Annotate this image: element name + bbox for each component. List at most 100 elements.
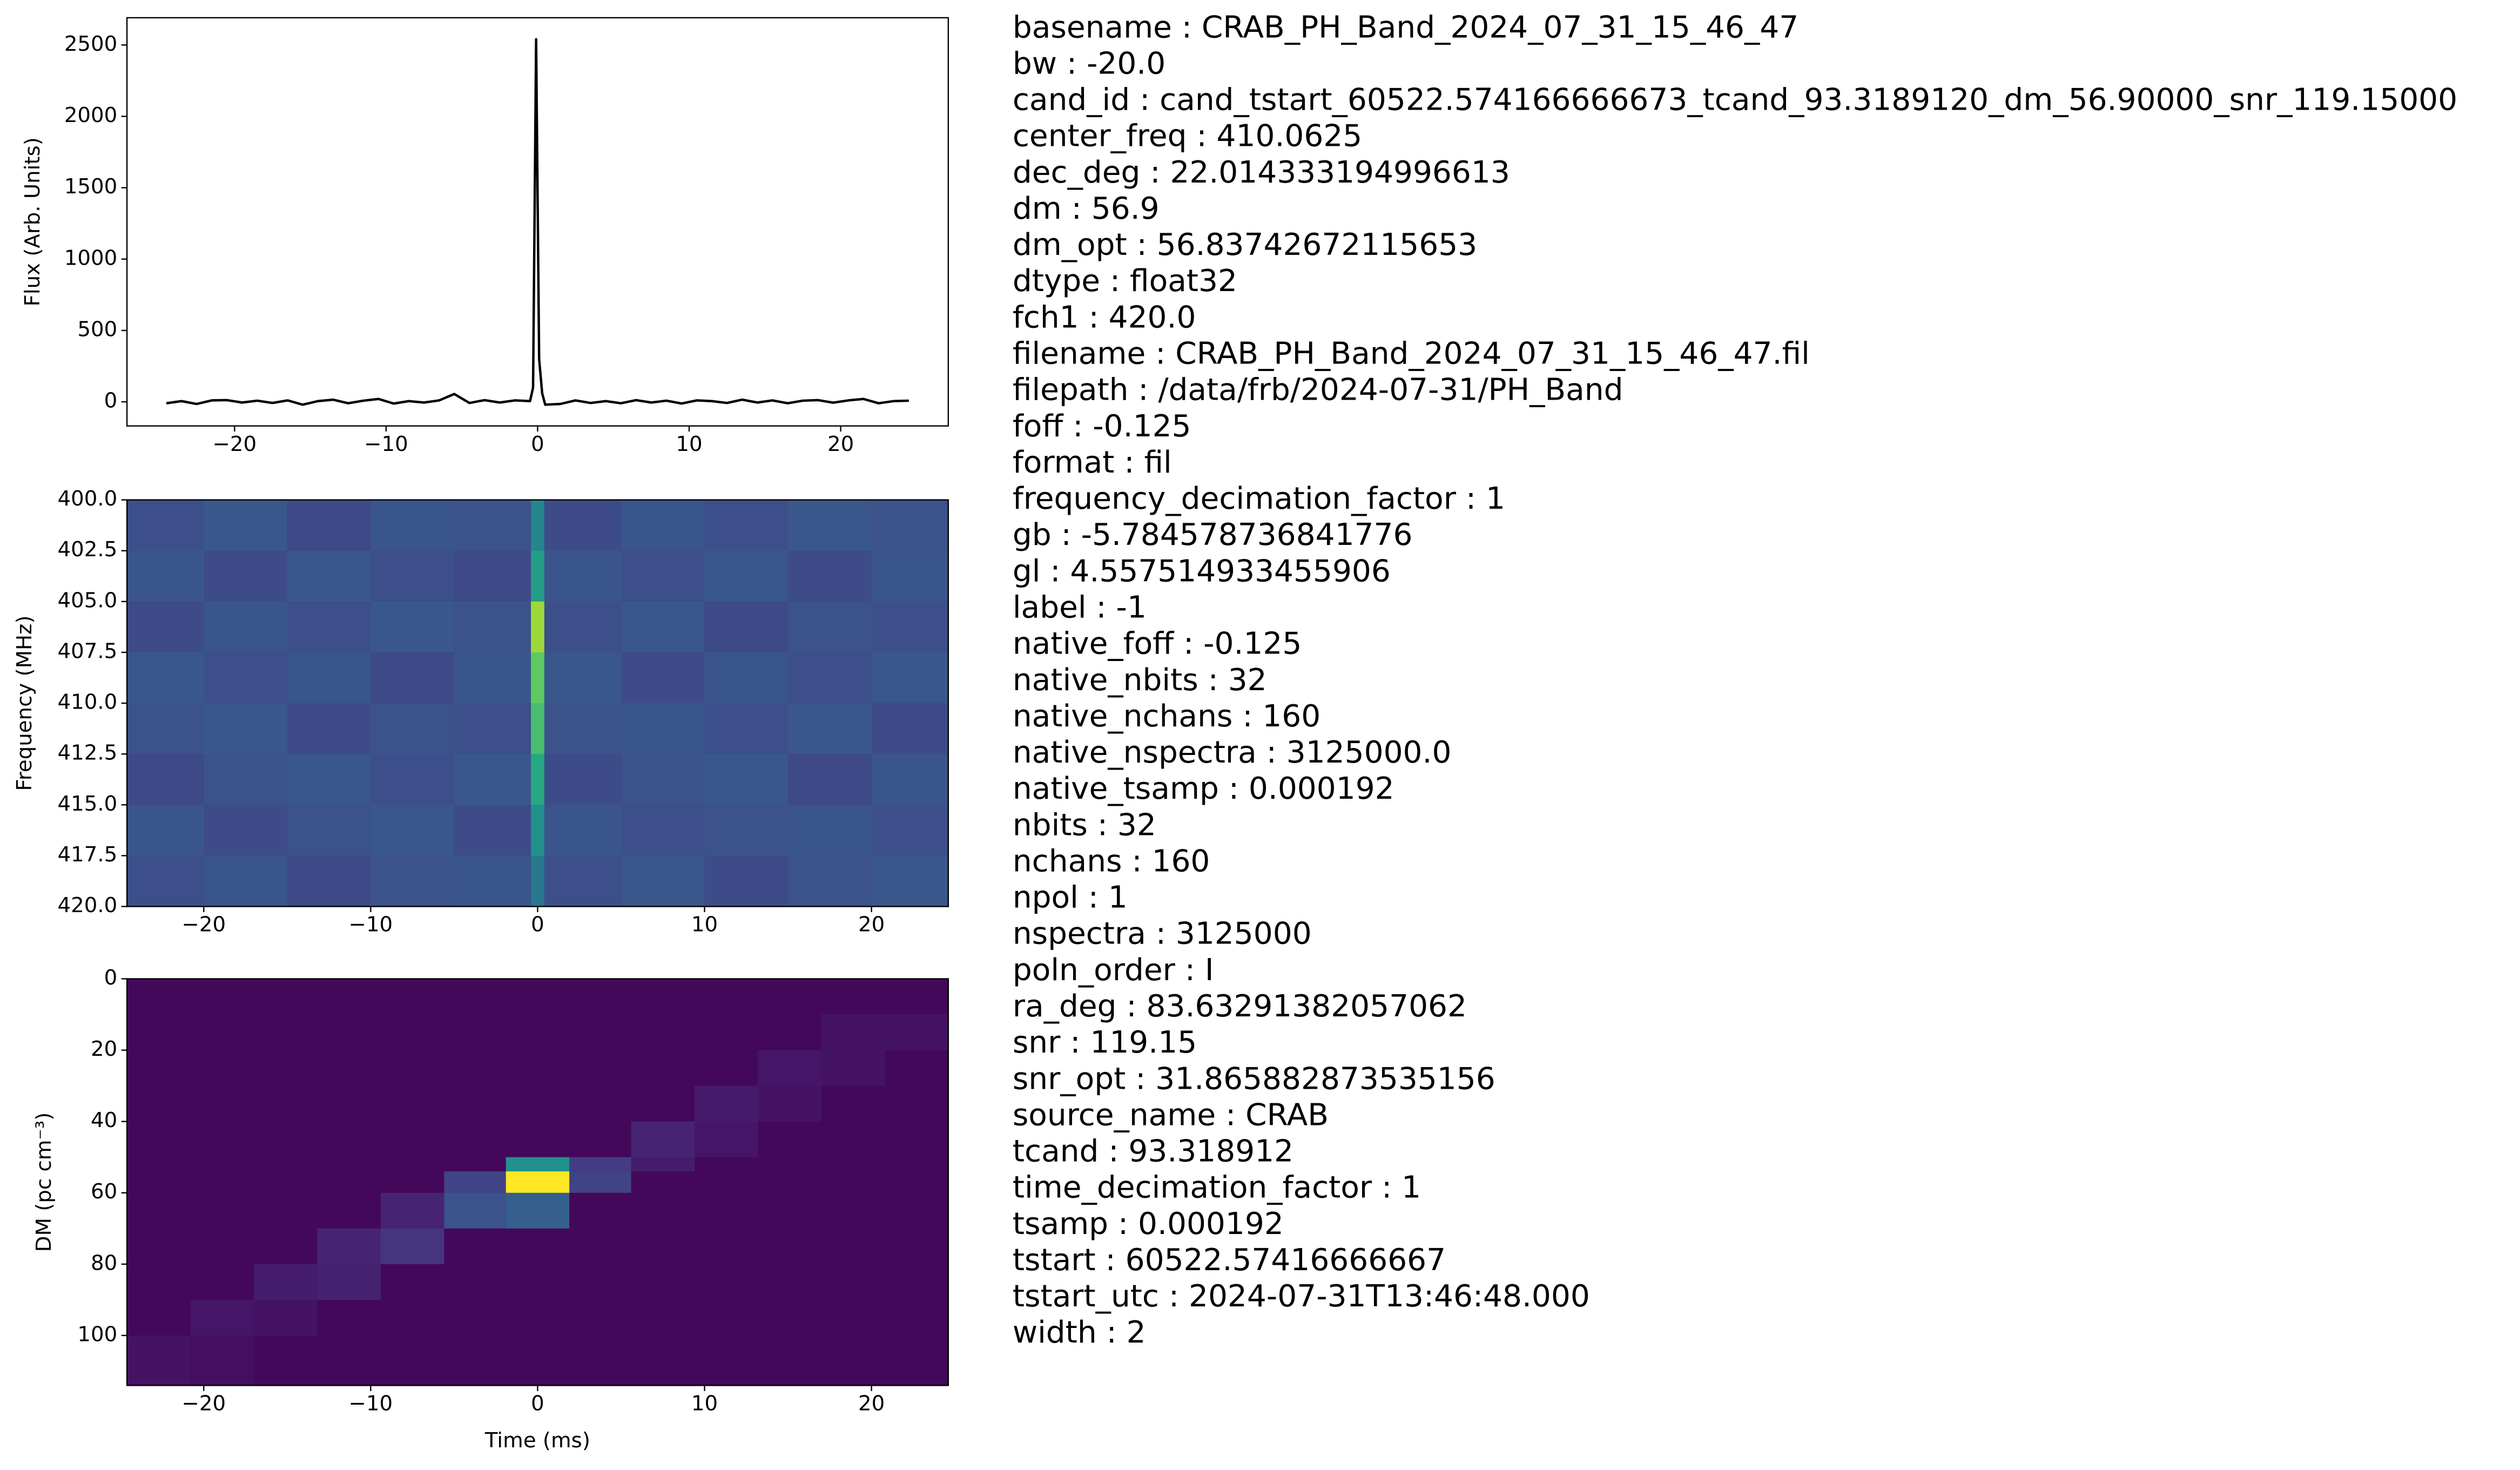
heatmap-cell xyxy=(190,1335,254,1386)
x-tick-label: 10 xyxy=(691,1392,718,1416)
y-tick-label: 407.5 xyxy=(58,639,118,663)
heatmap-cell xyxy=(821,1192,886,1229)
heatmap-cell xyxy=(885,1335,948,1386)
heatmap-cell xyxy=(758,979,822,1015)
heatmap-cell xyxy=(370,601,455,653)
heatmap-cell xyxy=(531,703,545,755)
info-line: filepath : /data/frb/2024-07-31/PH_Band xyxy=(1013,373,1623,408)
heatmap-cell xyxy=(871,855,948,907)
info-line: ra_deg : 83.63291382057062 xyxy=(1013,989,1467,1024)
heatmap-cell xyxy=(127,1050,191,1087)
heatmap-cell xyxy=(885,1171,948,1193)
heatmap-cell xyxy=(758,1335,822,1386)
info-line: snr_opt : 31.865882873535156 xyxy=(1013,1061,1495,1096)
heatmap-cell xyxy=(127,1171,191,1193)
heatmap-cell xyxy=(444,1264,507,1300)
heatmap-cell xyxy=(621,805,705,857)
heatmap-cell xyxy=(569,1264,632,1300)
heatmap-cell xyxy=(704,855,789,907)
info-line: dm : 56.9 xyxy=(1013,191,1160,226)
heatmap-cell xyxy=(569,1014,632,1051)
info-line: foff : -0.125 xyxy=(1013,409,1191,444)
heatmap-cell xyxy=(694,1192,759,1229)
heatmap-cell xyxy=(704,500,789,551)
heatmap-cell xyxy=(544,652,622,704)
heatmap-cell xyxy=(444,979,507,1015)
heatmap-cell xyxy=(531,754,545,806)
heatmap-cell xyxy=(444,1299,507,1336)
y-tick-label: 415.0 xyxy=(58,792,118,816)
heatmap-cell xyxy=(127,601,205,653)
heatmap-cell xyxy=(694,1264,759,1300)
info-line: dec_deg : 22.014333194996613 xyxy=(1013,155,1510,190)
heatmap-cell xyxy=(871,805,948,857)
heatmap-cell xyxy=(370,805,455,857)
y-tick-label: 2500 xyxy=(64,32,117,56)
x-tick-label: 20 xyxy=(858,913,885,937)
x-tick-label: −20 xyxy=(181,1392,226,1416)
heatmap-cell xyxy=(788,754,872,806)
heatmap-cell xyxy=(444,1121,507,1158)
heatmap-cell xyxy=(788,601,872,653)
heatmap-cell xyxy=(871,703,948,755)
plot-area xyxy=(166,38,909,406)
heatmap-cell xyxy=(694,1335,759,1386)
heatmap-cell xyxy=(127,855,205,907)
heatmap-cell xyxy=(127,1264,191,1300)
heatmap-cell xyxy=(885,1050,948,1087)
heatmap-cell xyxy=(254,1121,318,1158)
heatmap-cell xyxy=(287,754,372,806)
heatmap-cell xyxy=(190,1192,254,1229)
heatmap-cell xyxy=(380,979,445,1015)
heatmap-cell xyxy=(317,1264,381,1300)
heatmap-cell xyxy=(127,1121,191,1158)
info-line: nspectra : 3125000 xyxy=(1013,916,1312,952)
heatmap-cell xyxy=(444,1014,507,1051)
heatmap-cell xyxy=(370,855,455,907)
heatmap-cell xyxy=(758,1085,822,1122)
heatmap-cell xyxy=(287,805,372,857)
heatmap-cell xyxy=(190,1264,254,1300)
heatmap-cell xyxy=(821,1121,886,1158)
info-line: gb : -5.784578736841776 xyxy=(1013,517,1413,552)
heatmap-cell xyxy=(569,1299,632,1336)
heatmap-cell xyxy=(694,1171,759,1193)
heatmap-cell xyxy=(454,550,531,602)
heatmap-cell xyxy=(127,1157,191,1172)
heatmap-cell xyxy=(127,754,205,806)
heatmap-cell xyxy=(444,1192,507,1229)
heatmap-cell xyxy=(788,500,872,551)
heatmap-cell xyxy=(127,805,205,857)
heatmap-cell xyxy=(454,500,531,551)
info-line: cand_id : cand_tstart_60522.574166666673… xyxy=(1013,83,2457,118)
x-tick-label: 0 xyxy=(531,1392,544,1416)
heatmap-cell xyxy=(531,550,545,602)
heatmap-cell xyxy=(127,1192,191,1229)
heatmap-cell xyxy=(758,1192,822,1229)
heatmap-cell xyxy=(506,1050,570,1087)
heatmap-cell xyxy=(444,1085,507,1122)
heatmap-cell xyxy=(821,1014,886,1051)
heatmap-cell xyxy=(569,1157,632,1172)
heatmap-cell xyxy=(569,979,632,1015)
heatmap-cell xyxy=(871,601,948,653)
heatmap-cell xyxy=(631,979,695,1015)
heatmap-cell xyxy=(254,1335,318,1386)
x-tick-label: −10 xyxy=(349,913,393,937)
heatmap-cell xyxy=(531,805,545,857)
heatmap-cell xyxy=(454,855,531,907)
heatmap-cell xyxy=(190,1014,254,1051)
x-tick-label: 10 xyxy=(676,432,702,456)
heatmap-cell xyxy=(380,1335,445,1386)
heatmap-cell xyxy=(380,1299,445,1336)
heatmap-cell xyxy=(287,703,372,755)
heatmap-cell xyxy=(821,1085,886,1122)
heatmap-cell xyxy=(444,1050,507,1087)
y-tick-label: 20 xyxy=(91,1037,117,1061)
info-line: tsamp : 0.000192 xyxy=(1013,1206,1284,1242)
x-axis-label: Time (ms) xyxy=(484,1428,590,1453)
info-line: native_nchans : 160 xyxy=(1013,699,1320,734)
heatmap-cell xyxy=(694,1085,759,1122)
y-tick-label: 1500 xyxy=(64,174,117,199)
y-tick-label: 417.5 xyxy=(58,842,118,867)
